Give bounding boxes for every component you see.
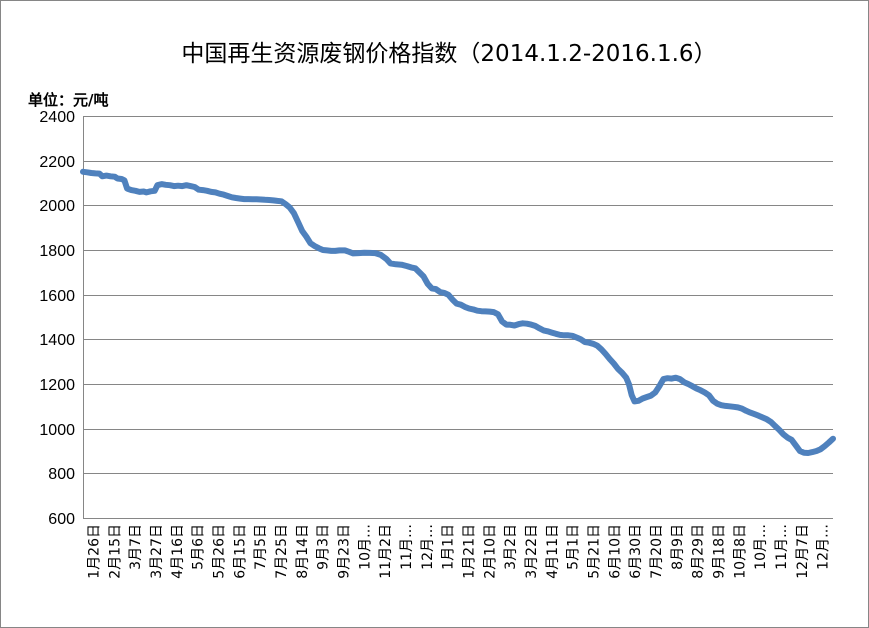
x-tick-label: 1月1日	[441, 524, 457, 570]
x-tick-label: 6月15日	[232, 524, 248, 579]
x-tick-label: 9月3日	[316, 524, 332, 570]
x-tick-label: 7月20日	[649, 524, 665, 579]
y-tick-label: 2200	[39, 154, 75, 171]
x-tick-label: 12月7日	[795, 524, 811, 579]
y-tick-label: 1400	[39, 332, 75, 349]
x-tick-label: 3月7日	[128, 524, 144, 570]
x-tick-label: 3月2日	[503, 524, 519, 570]
x-tick-label: 11月…	[399, 524, 415, 570]
x-tick-label: 5月26日	[211, 524, 227, 579]
x-tick-label: 4月16日	[170, 524, 186, 579]
x-tick-label: 7月5日	[253, 524, 269, 570]
x-tick-label: 4月11日	[545, 524, 561, 579]
x-tick-label: 9月18日	[711, 524, 727, 579]
x-axis-tick-labels: 1月26日 2月15日 3月7日 3月27日 4月16日 5月6日 5月26日 6月15日 7月…	[86, 524, 831, 579]
x-tick-label: 2月10日	[482, 524, 498, 579]
y-tick-label: 1600	[39, 288, 75, 305]
x-tick-label: 6月30日	[628, 524, 644, 579]
gridlines	[83, 116, 833, 519]
x-tick-label: 12月…	[816, 524, 832, 570]
y-axis-tick-labels: 600 800 1000 1200 1400 1600 1800 2000 2200 2400	[39, 109, 75, 528]
y-tick-label: 2000	[39, 198, 75, 215]
x-tick-label: 7月25日	[274, 524, 290, 579]
x-tick-label: 1月21日	[461, 524, 477, 579]
x-tick-label: 10月…	[753, 524, 769, 570]
x-tick-label: 2月15日	[107, 524, 123, 579]
y-tick-label: 800	[48, 466, 75, 483]
x-tick-label: 11月2日	[378, 524, 394, 579]
chart-title: 中国再生资源废钢价格指数（2014.1.2-2016.1.6）	[181, 41, 716, 67]
x-tick-label: 3月22日	[524, 524, 540, 579]
x-tick-label: 5月6日	[191, 524, 207, 570]
y-tick-label: 1000	[39, 422, 75, 439]
x-tick-label: 1月26日	[86, 524, 102, 579]
x-tick-label: 11月…	[774, 524, 790, 570]
x-tick-label: 3月27日	[149, 524, 165, 579]
y-tick-label: 1800	[39, 243, 75, 260]
x-tick-label: 5月1日	[566, 524, 582, 570]
x-tick-label: 5月21日	[586, 524, 602, 579]
series-layer	[80, 168, 836, 456]
x-tick-label: 10月…	[357, 524, 373, 570]
y-tick-label: 600	[48, 511, 75, 528]
x-tick-label: 12月…	[420, 524, 436, 570]
y-tick-label: 2400	[39, 109, 75, 126]
unit-label: 单位：元/吨	[28, 91, 108, 109]
x-tick-label: 9月23日	[336, 524, 352, 579]
x-tick-label: 8月9日	[670, 524, 686, 570]
x-tick-label: 10月8日	[732, 524, 748, 579]
series-line-0	[80, 168, 836, 456]
x-tick-label: 8月14日	[295, 524, 311, 579]
x-tick-label: 8月29日	[691, 524, 707, 579]
y-tick-label: 1200	[39, 377, 75, 394]
x-tick-label: 6月10日	[607, 524, 623, 579]
